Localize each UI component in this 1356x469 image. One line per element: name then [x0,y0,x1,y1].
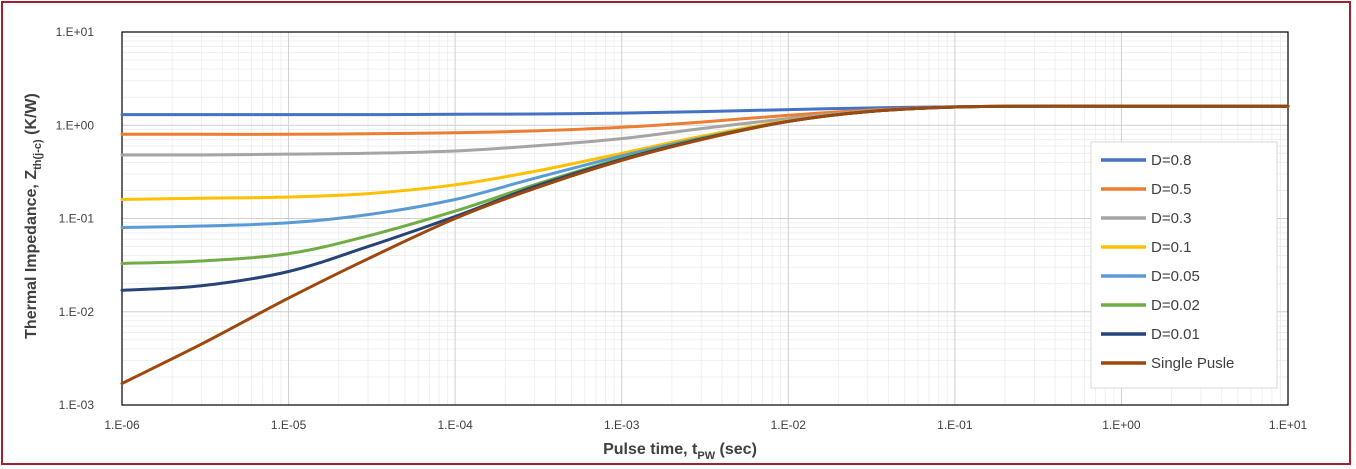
legend-label-d-0-01: D=0.01 [1151,326,1200,343]
x-axis-title: Pulse time, tPW (sec) [603,441,757,462]
legend: D=0.8 D=0.5 D=0.3 D=0.1 D=0.05 D=0.02 D=0.01 Si… [1090,141,1278,389]
y-tick-label: 1.E-03 [59,398,95,412]
y-tick-label: 1.E+01 [56,25,95,39]
legend-box [1090,141,1278,389]
y-tick-label: 1.E+00 [56,118,95,132]
x-axis-title-sub: PW [697,450,715,462]
legend-label-d-0-02: D=0.02 [1151,297,1200,314]
legend-label-d-0-5: D=0.5 [1151,181,1191,198]
legend-label-d-0-8: D=0.8 [1151,152,1191,169]
series-line-single-pusle [120,104,1290,385]
series-layer [120,104,1290,385]
legend-label-d-0-05: D=0.05 [1151,268,1200,285]
x-tick-label: 1.E+00 [1102,418,1141,432]
y-axis-title-sub: th(j-c) [32,139,44,170]
y-axis-title: Thermal Impedance, Zth(j-c) (K/W) [23,93,44,339]
y-axis-title-tail: (K/W) [23,93,40,139]
legend-label-d-0-1: D=0.1 [1151,239,1191,256]
tick-labels: 1.E-06 1.E-05 1.E-04 1.E-03 1.E-02 1.E-01 1.E+… [56,25,1308,432]
x-tick-label: 1.E-02 [771,418,807,432]
plot-area [121,31,1289,406]
x-tick-label: 1.E-03 [604,418,640,432]
x-axis-title-tail: (sec) [715,441,757,458]
y-tick-label: 1.E-02 [59,305,95,319]
x-tick-label: 1.E-05 [271,418,307,432]
legend-label-d-0-3: D=0.3 [1151,210,1191,227]
x-tick-label: 1.E-04 [437,418,473,432]
x-tick-label: 1.E-01 [937,418,973,432]
y-axis-title-main: Thermal Impedance, Z [23,170,40,339]
x-tick-label: 1.E-06 [104,418,140,432]
x-axis-title-main: Pulse time, t [603,441,698,458]
x-tick-label: 1.E+01 [1269,418,1308,432]
y-tick-label: 1.E-01 [59,212,95,226]
legend-label-single-pusle: Single Pusle [1151,355,1234,372]
